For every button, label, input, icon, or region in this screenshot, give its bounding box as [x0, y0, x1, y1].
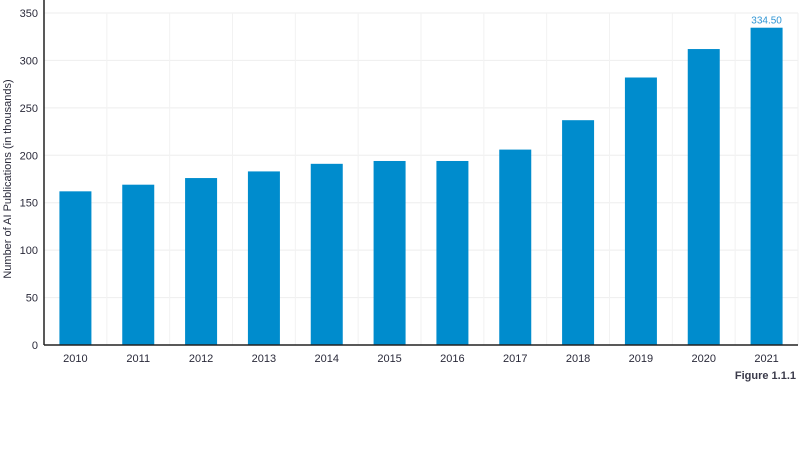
bar-2012 — [185, 178, 218, 345]
bar-2014 — [310, 163, 343, 345]
x-tick-label: 2011 — [126, 353, 150, 365]
data-labels: 334.50 — [751, 16, 782, 27]
y-tick-label: 200 — [20, 150, 38, 162]
data-label-2021: 334.50 — [751, 16, 782, 27]
y-tick-label: 100 — [20, 245, 38, 257]
x-tick-label: 2019 — [629, 353, 653, 365]
figure-label: Figure 1.1.1 — [734, 370, 796, 382]
bar-2017 — [499, 149, 532, 345]
x-tick-label: 2010 — [63, 353, 87, 365]
bar-2019 — [624, 77, 657, 345]
y-tick-labels: 0 50 100 150 200 250 300 350 — [20, 8, 38, 352]
bar-2020 — [687, 49, 720, 345]
bar-2015 — [373, 160, 406, 345]
y-tick-label: 300 — [20, 55, 38, 67]
x-tick-label: 2018 — [566, 353, 590, 365]
x-tick-label: 2017 — [503, 353, 527, 365]
x-tick-label: 2020 — [692, 353, 716, 365]
bar-2011 — [122, 184, 155, 345]
x-tick-label: 2015 — [377, 353, 401, 365]
bar-2013 — [247, 171, 280, 345]
grid-lines — [44, 12, 799, 345]
y-tick-label: 0 — [32, 340, 38, 352]
y-tick-label: 350 — [20, 8, 38, 20]
y-axis-title: Number of AI Publications (in thousands) — [2, 79, 14, 278]
x-tick-label: 2014 — [315, 353, 339, 365]
x-tick-label: 2016 — [440, 353, 464, 365]
x-tick-label: 2013 — [252, 353, 276, 365]
y-tick-label: 150 — [20, 198, 38, 210]
bar-2021 — [750, 27, 783, 346]
bars — [59, 27, 783, 346]
x-tick-labels: 2010 2011 2012 2013 2014 2015 2016 2017 2018 2019… — [63, 353, 779, 365]
bar-2016 — [436, 160, 469, 345]
y-tick-label: 250 — [20, 103, 38, 115]
bar-2018 — [562, 120, 595, 345]
x-tick-label: 2012 — [189, 353, 213, 365]
y-tick-label: 50 — [26, 293, 38, 305]
x-tick-label: 2021 — [754, 353, 778, 365]
bar-2010 — [59, 191, 92, 345]
